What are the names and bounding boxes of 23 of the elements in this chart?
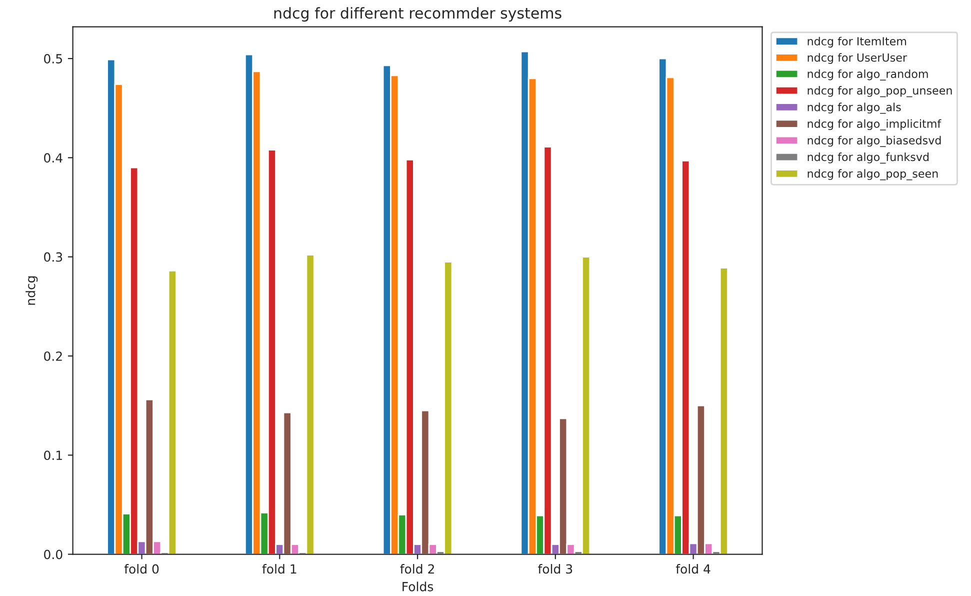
y-tick-label: 0.3 xyxy=(44,252,62,262)
x-tick-label: fold 1 xyxy=(262,564,296,574)
legend-label: ndcg for ItemItem xyxy=(808,36,906,48)
x-tick-label: fold 2 xyxy=(400,564,434,574)
y-axis-title: ndcg xyxy=(26,276,38,305)
y-tick-label: 0.0 xyxy=(44,550,62,560)
legend-label: ndcg for algo_implicitmf xyxy=(808,119,942,130)
legend-label: ndcg for algo_random xyxy=(808,69,928,80)
x-tick-label: fold 4 xyxy=(676,564,710,574)
legend-label: ndcg for algo_pop_unseen xyxy=(808,86,952,98)
legend-label: ndcg for algo_pop_seen xyxy=(808,169,938,180)
legend-label: ndcg for algo_biasedsvd xyxy=(808,136,941,147)
y-tick-label: 0.2 xyxy=(44,351,62,361)
y-tick-label: 0.5 xyxy=(44,54,62,64)
y-tick-label: 0.1 xyxy=(44,450,62,460)
x-axis-title: Folds xyxy=(402,582,434,592)
legend-label: ndcg for algo_als xyxy=(808,102,901,114)
x-tick-label: fold 0 xyxy=(124,564,159,574)
legend-label: ndcg for UserUser xyxy=(808,53,908,64)
x-tick-label: fold 3 xyxy=(538,564,572,574)
legend-label: ndcg for algo_funksvd xyxy=(808,152,929,164)
y-tick-label: 0.4 xyxy=(44,153,62,163)
chart-title: ndcg for different recommder systems xyxy=(274,7,562,22)
